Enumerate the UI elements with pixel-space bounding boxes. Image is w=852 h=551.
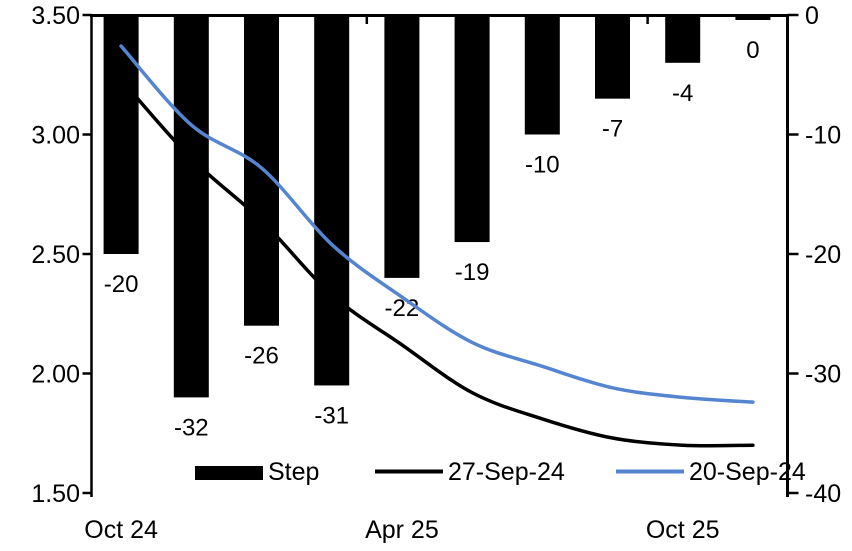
left-axis-tick-label: 3.00: [31, 122, 80, 150]
bar-label-8: -4: [672, 80, 693, 107]
legend: Step 27-Sep-24 20-Sep-24: [268, 458, 806, 486]
bar-step-4: [384, 15, 420, 278]
x-axis-label: Oct 25: [646, 516, 720, 544]
right-axis-tick-label: -40: [805, 480, 841, 508]
line-20-sep-24: [119, 44, 755, 404]
bar-label-6: -10: [525, 152, 560, 179]
bar-step-3: [314, 15, 350, 386]
bar-step-0: [103, 15, 139, 254]
bar-label-0: -20: [104, 271, 139, 298]
right-axis-tick-label: -20: [805, 241, 841, 269]
right-axis-tick-label: -30: [805, 361, 841, 389]
bar-label-5: -19: [455, 259, 490, 286]
left-axis-tick-label: 2.00: [31, 361, 80, 389]
legend-27-sep-24-label: 27-Sep-24: [448, 458, 565, 486]
bar-label-4: -22: [385, 295, 420, 322]
right-axis-tick-label: 0: [805, 2, 819, 30]
left-axis-tick-label: 1.50: [31, 480, 80, 508]
legend-step-swatch: [195, 466, 263, 480]
bar-label-9: 0: [746, 37, 759, 64]
plot-area: 3.503.002.502.001.500-10-20-30-40-20-32-…: [31, 2, 841, 544]
bar-step-6: [524, 15, 560, 135]
bar-step-7: [595, 15, 630, 99]
left-axis-tick-label: 3.50: [31, 2, 80, 30]
bar-step-5: [454, 15, 490, 243]
bar-step-9: [735, 15, 771, 20]
legend-20-sep-24-label: 20-Sep-24: [689, 458, 806, 486]
bar-step-8: [665, 15, 701, 63]
bar-label-2: -26: [244, 343, 279, 370]
bar-label-1: -32: [174, 414, 209, 441]
x-axis-label: Oct 24: [84, 516, 158, 544]
legend-step-label: Step: [268, 458, 319, 486]
left-axis-tick-label: 2.50: [31, 241, 80, 269]
bar-step-1: [173, 15, 209, 398]
bar-label-7: -7: [602, 116, 623, 143]
line-27-sep-24: [119, 77, 755, 448]
x-axis-label: Apr 25: [365, 516, 439, 544]
right-axis-tick-label: -10: [805, 122, 841, 150]
bar-label-3: -31: [314, 402, 349, 429]
bar-step-2: [244, 15, 279, 326]
